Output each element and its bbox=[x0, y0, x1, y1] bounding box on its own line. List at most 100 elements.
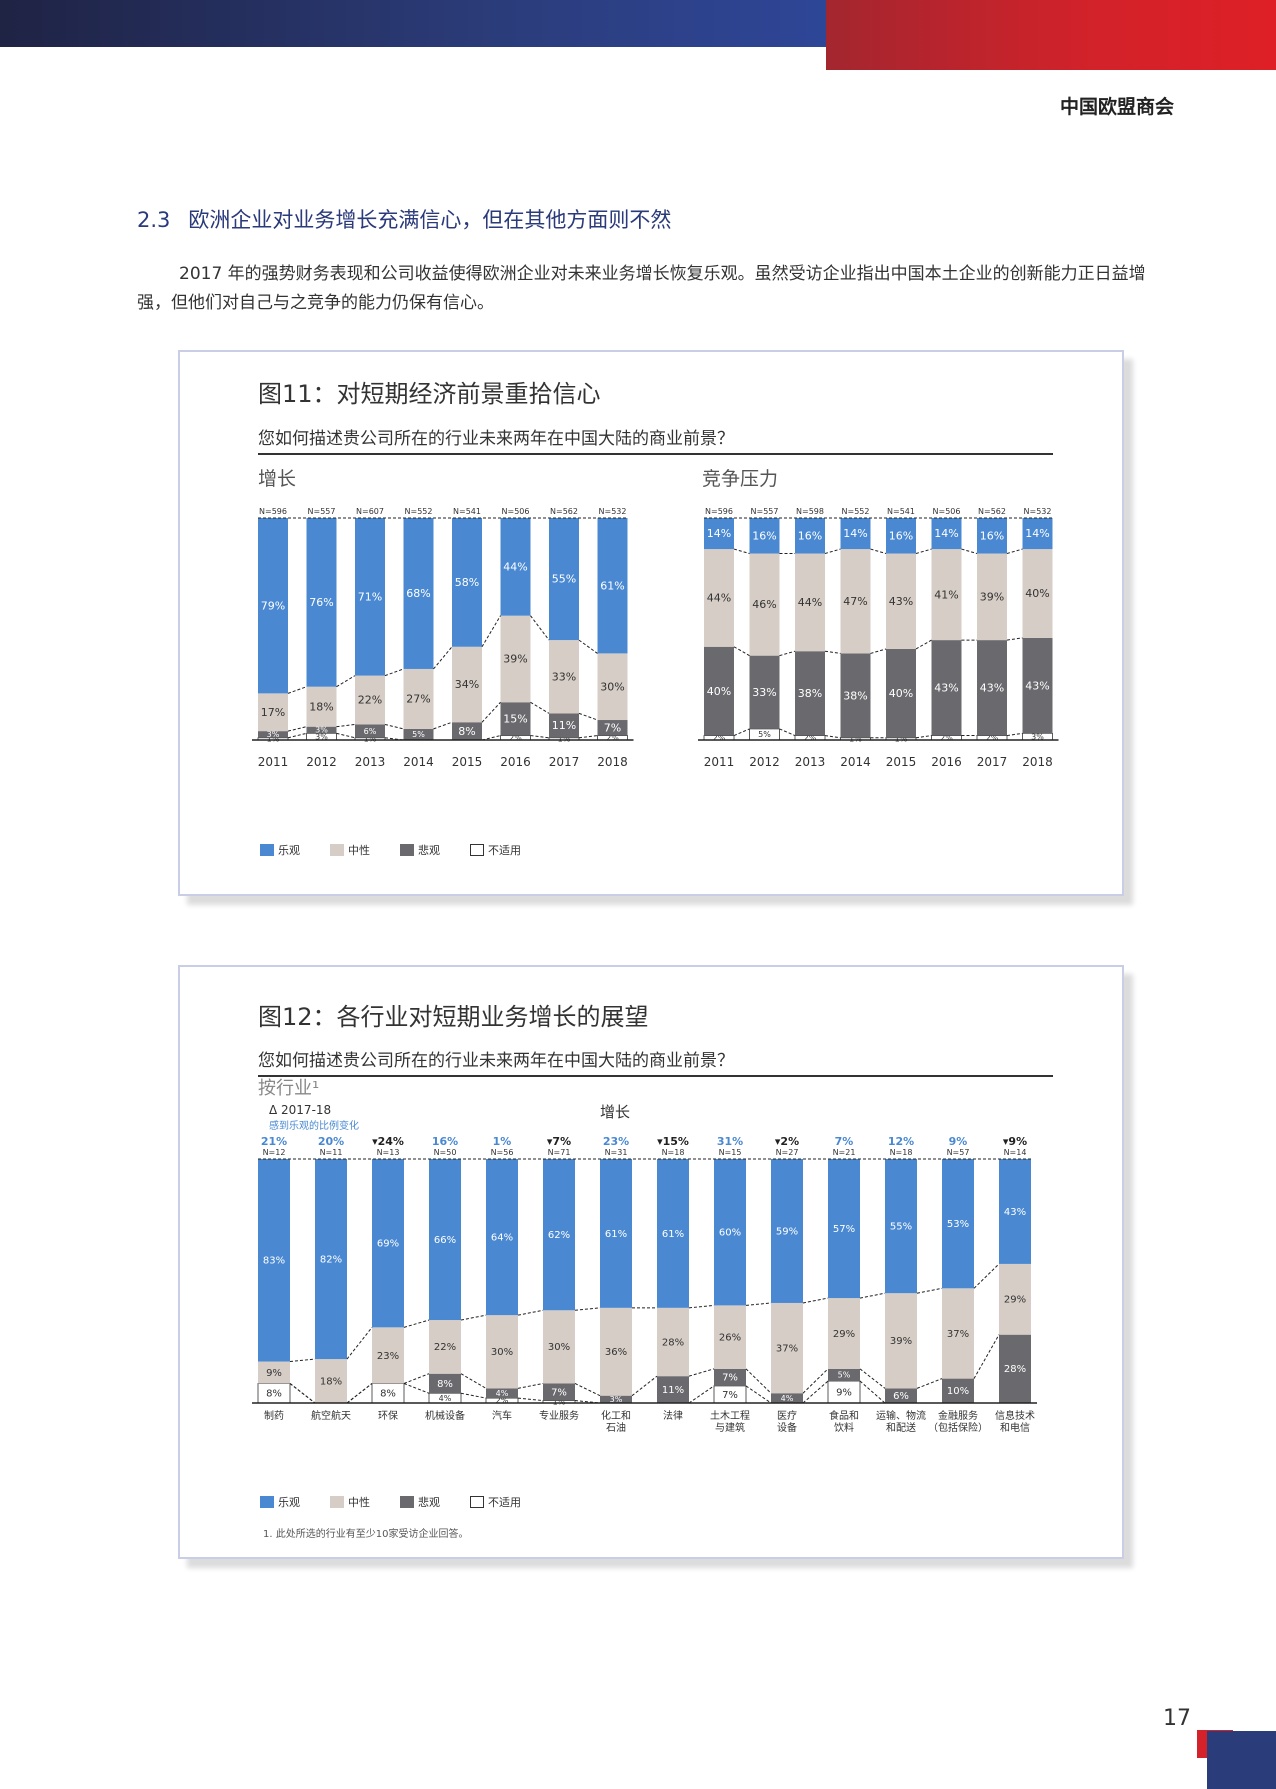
bar-segment-industry bbox=[258, 1159, 290, 1362]
bar-value-label: 33% bbox=[752, 686, 776, 699]
connector-line bbox=[287, 686, 307, 694]
bar-value-label: 55% bbox=[890, 1221, 912, 1232]
bar-segment-industry bbox=[372, 1159, 404, 1328]
bar-segment-growth bbox=[403, 668, 434, 729]
bar-value-label: 59% bbox=[776, 1226, 798, 1237]
bar-value-label: 69% bbox=[377, 1239, 399, 1250]
connector-line bbox=[289, 1358, 316, 1363]
bar-value-label: 46% bbox=[752, 598, 776, 611]
bar-value-label: 37% bbox=[776, 1343, 798, 1354]
bar-segment-competition bbox=[1022, 518, 1053, 550]
bar-segment-industry bbox=[714, 1305, 746, 1369]
sample-size-label: N=596 bbox=[259, 507, 287, 516]
sample-size-label: N=541 bbox=[887, 507, 915, 516]
bar-value-label: 34% bbox=[455, 678, 479, 691]
bar-value-label: 2% bbox=[804, 733, 817, 742]
sample-size-label: N=506 bbox=[933, 507, 961, 516]
bar-value-label: 17% bbox=[261, 706, 285, 719]
connector-line bbox=[460, 1373, 487, 1389]
figure-11-legend: 乐观 中性 悲观 不适用 bbox=[260, 842, 521, 858]
bar-value-label: 3% bbox=[610, 1395, 623, 1404]
delta-value: ▾9% bbox=[1003, 1135, 1027, 1148]
bar-segment-competition bbox=[840, 653, 871, 738]
connector-line bbox=[530, 615, 550, 641]
bar-value-label: 43% bbox=[889, 595, 913, 608]
bar-segment-competition bbox=[795, 553, 825, 652]
connector-line bbox=[346, 1383, 373, 1404]
bar-segment-industry bbox=[885, 1159, 917, 1294]
bar-value-label: 55% bbox=[552, 573, 576, 586]
bar-value-label: 76% bbox=[309, 596, 333, 609]
header-band-red bbox=[826, 0, 1276, 70]
connector-line bbox=[870, 548, 887, 555]
connector-line bbox=[336, 732, 356, 739]
bar-value-label: 4% bbox=[439, 1394, 452, 1403]
section-number: 2.3 bbox=[137, 208, 171, 232]
bar-segment-growth bbox=[355, 518, 385, 676]
bar-segment-competition bbox=[1022, 549, 1053, 638]
bar-value-label: 18% bbox=[320, 1376, 342, 1387]
legend-optimistic: 乐观 bbox=[260, 1494, 300, 1510]
figure-12-question: 您如何描述贵公司所在的行业未来两年在中国大陆的商业前景？ bbox=[258, 1046, 1053, 1077]
bar-value-label: 4% bbox=[496, 1389, 509, 1398]
bar-value-label: 29% bbox=[833, 1329, 855, 1340]
category-label: 2015 bbox=[452, 755, 483, 769]
connector-line bbox=[779, 728, 796, 737]
bar-segment-growth bbox=[306, 518, 337, 687]
bar-segment-competition bbox=[977, 640, 1007, 736]
sample-size-label: N=57 bbox=[947, 1148, 970, 1157]
bar-segment-growth bbox=[403, 728, 434, 740]
category-label: 食品和 bbox=[829, 1409, 859, 1422]
connector-line bbox=[289, 1383, 316, 1404]
sample-size-label: N=27 bbox=[776, 1148, 799, 1157]
sample-size-label: N=15 bbox=[719, 1148, 742, 1157]
sample-size-label: N=562 bbox=[550, 507, 578, 516]
bar-segment-growth bbox=[306, 726, 337, 734]
bar-value-label: 14% bbox=[1025, 527, 1049, 540]
connector-line bbox=[403, 1383, 430, 1394]
delta-value: 9% bbox=[949, 1135, 968, 1148]
category-label: 机械设备 bbox=[425, 1409, 465, 1422]
sample-size-label: N=607 bbox=[356, 507, 384, 516]
org-name: 中国欧盟商会 bbox=[1059, 96, 1174, 118]
connector-line bbox=[870, 648, 887, 654]
category-label: 航空航天 bbox=[311, 1409, 351, 1422]
bar-value-label: 1% bbox=[364, 735, 377, 744]
category-label: 2012 bbox=[749, 755, 780, 769]
bar-value-label: 14% bbox=[707, 527, 731, 540]
connector-line bbox=[530, 701, 550, 714]
connector-line bbox=[384, 668, 404, 677]
bar-segment-competition bbox=[931, 640, 962, 736]
bar-value-label: 30% bbox=[548, 1342, 570, 1353]
bar-segment-industry bbox=[885, 1388, 917, 1403]
bar-value-label: 8% bbox=[458, 725, 475, 738]
bar-value-label: 11% bbox=[552, 719, 576, 732]
bar-value-label: 30% bbox=[600, 680, 624, 693]
bar-value-label: 6% bbox=[893, 1391, 909, 1402]
corner-block-blue bbox=[1207, 1731, 1276, 1789]
category-label: 专业服务 bbox=[539, 1409, 579, 1422]
sample-size-label: N=562 bbox=[978, 507, 1006, 516]
bar-value-label: 57% bbox=[833, 1224, 855, 1235]
sample-size-label: N=596 bbox=[705, 507, 733, 516]
delta-value: ▾2% bbox=[775, 1135, 799, 1148]
bar-value-label: 10% bbox=[947, 1386, 969, 1397]
bar-segment-industry bbox=[657, 1307, 689, 1377]
bar-segment-competition bbox=[795, 518, 825, 554]
bar-value-label: 83% bbox=[263, 1256, 285, 1267]
bar-segment-industry bbox=[600, 1307, 632, 1396]
bar-value-label: 61% bbox=[662, 1229, 684, 1240]
bar-segment-competition bbox=[704, 518, 734, 550]
connector-line bbox=[915, 735, 932, 739]
category-label: 金融服务 bbox=[938, 1409, 978, 1422]
bar-segment-competition bbox=[886, 518, 916, 554]
connector-line bbox=[578, 639, 598, 654]
bar-segment-growth bbox=[452, 722, 482, 740]
connector-line bbox=[574, 1307, 601, 1311]
bar-segment-industry bbox=[429, 1159, 461, 1321]
category-label: 2013 bbox=[355, 755, 386, 769]
connector-line bbox=[824, 650, 841, 654]
figure-12-by-industry: 按行业¹ bbox=[258, 1078, 320, 1099]
section-title: 欧洲企业对业务增长充满信心，但在其他方面则不然 bbox=[188, 208, 672, 232]
category-label: 石油 bbox=[606, 1421, 626, 1434]
